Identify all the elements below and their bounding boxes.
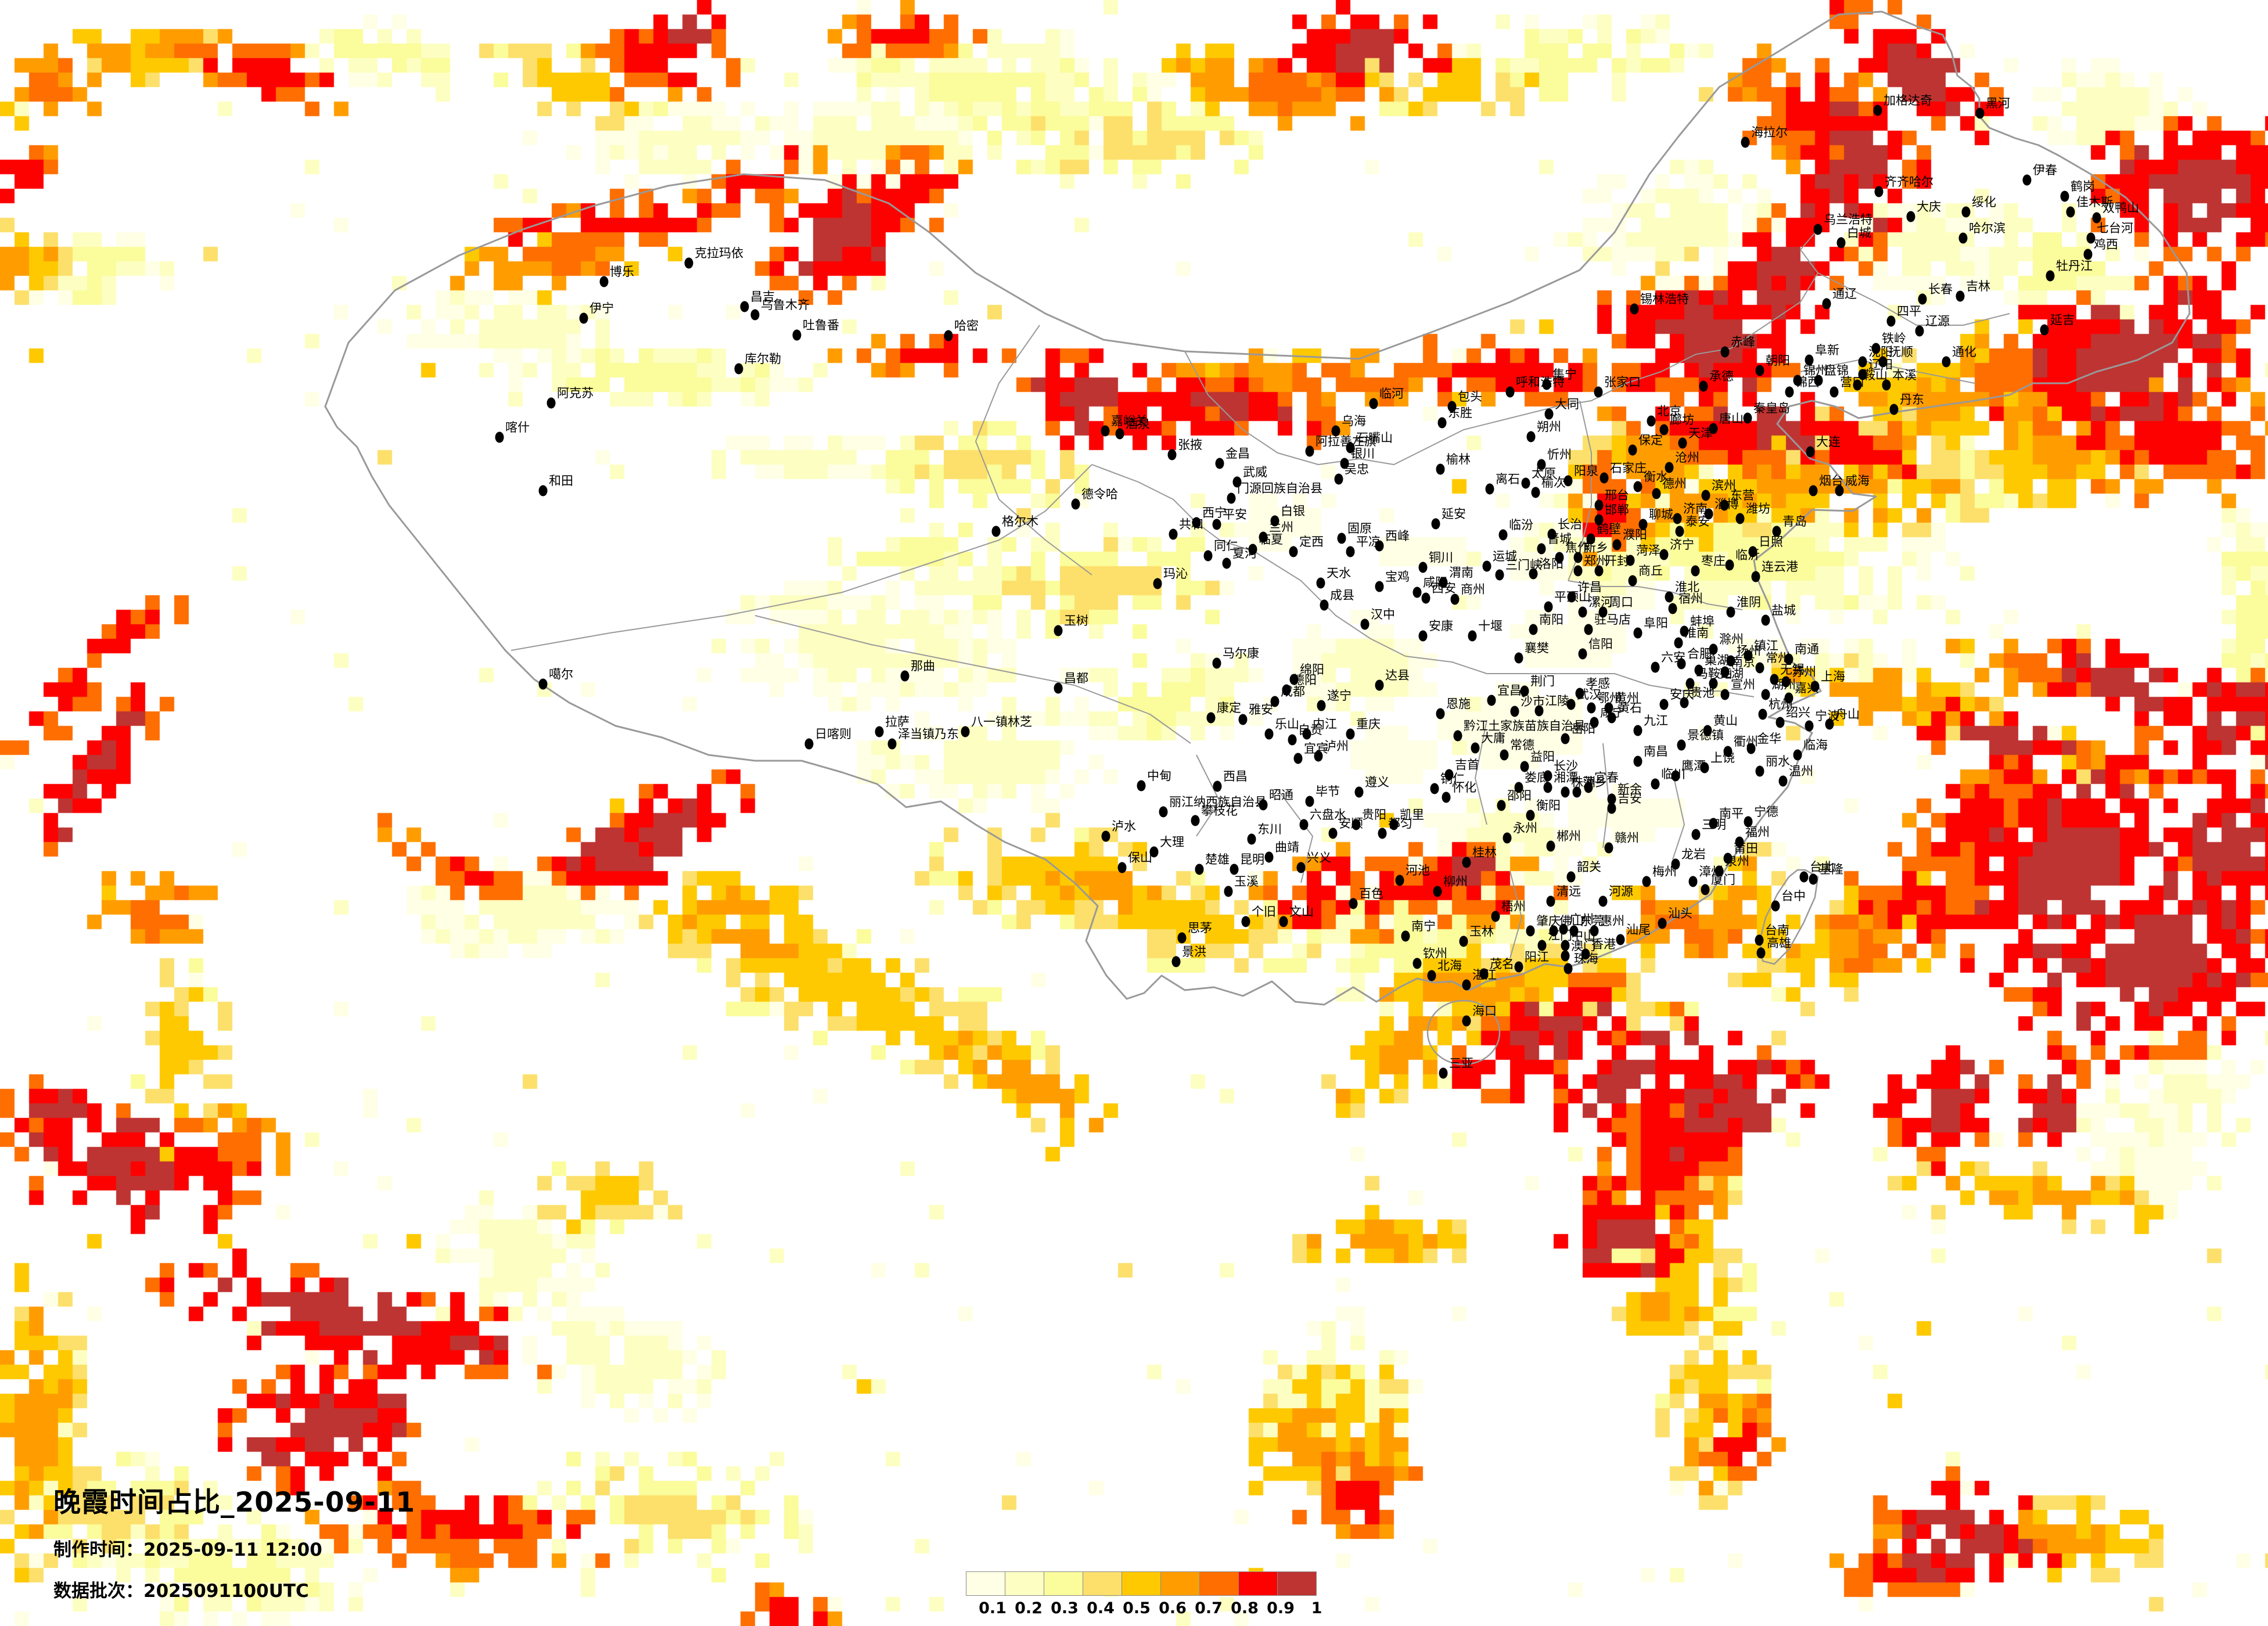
legend-tick: 0.4 — [1087, 1599, 1115, 1617]
legend-tick: 0.5 — [1123, 1599, 1151, 1617]
legend-color-box — [1238, 1571, 1278, 1596]
legend-tick: 0.7 — [1195, 1599, 1223, 1617]
legend-tick: 0.8 — [1231, 1599, 1259, 1617]
map-title: 晚霞时间占比_2025-09-11 — [53, 1487, 416, 1519]
title-block: 晚霞时间占比_2025-09-11 制作时间：2025-09-11 12:00 … — [53, 1480, 415, 1602]
legend-color-box — [1277, 1571, 1317, 1596]
legend-tick: 0.3 — [1051, 1599, 1079, 1617]
legend-color-boxes — [966, 1571, 1317, 1596]
batch-value: 2025091100UTC — [143, 1581, 309, 1602]
legend-color-box — [1199, 1571, 1239, 1596]
batch-label: 数据批次： — [53, 1581, 143, 1602]
legend-color-box — [966, 1571, 1005, 1596]
legend-color-box — [1083, 1571, 1122, 1596]
legend-tick: 1 — [1311, 1599, 1322, 1617]
color-legend: 0.1 0.2 0.3 0.4 0.5 0.6 0.7 0.8 0.9 1 — [966, 1571, 1322, 1619]
made-time-value: 2025-09-11 12:00 — [143, 1539, 322, 1560]
made-time-row: 制作时间：2025-09-11 12:00 — [53, 1535, 415, 1561]
legend-color-box — [1044, 1571, 1083, 1596]
legend-color-box — [1160, 1571, 1200, 1596]
legend-tick-labels: 0.1 0.2 0.3 0.4 0.5 0.6 0.7 0.8 0.9 1 — [966, 1599, 1322, 1619]
legend-color-box — [1005, 1571, 1044, 1596]
legend-tick: 0.2 — [1015, 1599, 1043, 1617]
made-time-label: 制作时间： — [53, 1539, 143, 1560]
batch-row: 数据批次：2025091100UTC — [53, 1576, 415, 1602]
legend-tick: 0.1 — [979, 1599, 1007, 1617]
legend-tick: 0.6 — [1159, 1599, 1187, 1617]
legend-tick: 0.9 — [1267, 1599, 1295, 1617]
legend-color-box — [1122, 1571, 1161, 1596]
